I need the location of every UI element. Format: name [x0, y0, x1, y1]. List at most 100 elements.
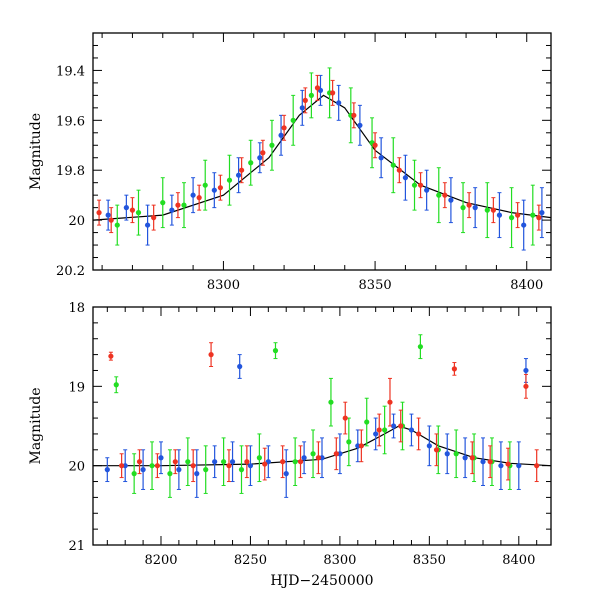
top-light-curve-panel: 8300 8350 8400 19.4 19.6 19.8 20 20.2 Magnitude — [28, 32, 552, 293]
data-point — [521, 222, 527, 228]
plot-frame — [92, 32, 552, 271]
data-point — [257, 155, 263, 161]
x-tick-label: 8400 — [502, 553, 535, 568]
data-point — [260, 150, 266, 156]
data-point — [530, 212, 536, 218]
data-point — [523, 383, 529, 389]
data-point — [516, 463, 522, 469]
data-point — [136, 459, 143, 465]
series-1 — [114, 67, 536, 249]
data-point — [442, 192, 448, 198]
data-point — [194, 471, 200, 477]
x-tick-label: 8300 — [207, 278, 240, 293]
data-point — [151, 215, 157, 221]
data-point — [346, 439, 352, 445]
data-point — [387, 399, 393, 405]
data-point — [460, 205, 466, 211]
data-point — [315, 455, 322, 461]
data-point — [301, 455, 307, 461]
data-point — [244, 459, 250, 465]
data-point — [211, 187, 217, 193]
data-point — [408, 427, 415, 433]
plot-area — [93, 334, 551, 498]
data-point — [169, 207, 175, 213]
series-1 — [113, 334, 513, 498]
data-point — [505, 461, 511, 467]
data-point — [364, 419, 370, 425]
model-curve — [93, 425, 551, 467]
data-point — [113, 382, 119, 388]
data-point — [176, 467, 182, 473]
data-point — [398, 423, 404, 429]
data-point — [466, 202, 472, 208]
data-point — [190, 463, 196, 469]
x-tick-label: 8250 — [234, 553, 267, 568]
data-point — [172, 459, 178, 465]
data-point — [372, 142, 378, 148]
data-point — [328, 399, 334, 405]
data-point — [396, 167, 402, 173]
data-point — [297, 459, 304, 465]
data-point — [131, 471, 137, 477]
data-point — [208, 352, 214, 358]
bottom-light-curve-panel: 8200 8250 8300 8350 8400 18 19 20 21 Magnitude HJD… — [28, 301, 552, 589]
data-point — [480, 459, 486, 465]
data-point — [390, 162, 396, 168]
data-point — [238, 467, 245, 473]
data-point — [135, 210, 142, 216]
data-point — [108, 217, 114, 223]
data-point — [299, 105, 305, 111]
data-point — [167, 471, 173, 477]
data-point — [239, 167, 245, 173]
data-point — [417, 182, 424, 188]
data-point — [444, 451, 450, 457]
plot-frame — [92, 306, 552, 546]
y-tick-label: 20.2 — [56, 264, 85, 279]
data-point — [496, 212, 503, 218]
data-point — [336, 100, 342, 106]
series-2 — [108, 342, 540, 483]
data-point — [451, 366, 457, 372]
data-point — [308, 92, 314, 98]
data-point — [416, 431, 422, 437]
data-point — [269, 142, 275, 148]
data-point — [337, 451, 343, 457]
data-point — [490, 207, 496, 213]
data-point — [402, 175, 409, 181]
data-point — [508, 215, 515, 221]
y-tick-label: 21 — [68, 539, 85, 554]
data-point — [319, 455, 325, 461]
data-point — [160, 200, 166, 206]
data-point — [104, 467, 110, 473]
data-point — [154, 463, 161, 469]
data-point — [105, 212, 111, 218]
data-point — [237, 363, 243, 370]
data-point — [448, 197, 454, 203]
data-point — [229, 459, 236, 465]
data-point — [357, 122, 363, 128]
data-point — [534, 463, 540, 469]
data-point — [314, 85, 321, 91]
data-point — [202, 182, 208, 188]
x-tick-label: 8350 — [413, 553, 446, 568]
data-point — [373, 431, 379, 437]
data-point — [536, 215, 542, 221]
data-point — [256, 455, 262, 461]
x-tick-label: 8350 — [359, 278, 392, 293]
data-point — [539, 210, 545, 216]
data-point — [330, 90, 336, 96]
data-point — [272, 348, 279, 354]
data-point — [281, 125, 287, 131]
data-point — [108, 353, 114, 359]
data-point — [290, 117, 296, 123]
series-0 — [104, 354, 529, 498]
data-point — [487, 459, 493, 465]
data-point — [114, 222, 120, 228]
y-tick-label: 19.6 — [56, 114, 85, 129]
data-point — [181, 202, 187, 208]
x-tick-label: 8200 — [144, 553, 177, 568]
data-point — [212, 459, 218, 465]
data-point — [484, 207, 490, 213]
data-point — [140, 467, 146, 473]
data-point — [426, 443, 432, 449]
